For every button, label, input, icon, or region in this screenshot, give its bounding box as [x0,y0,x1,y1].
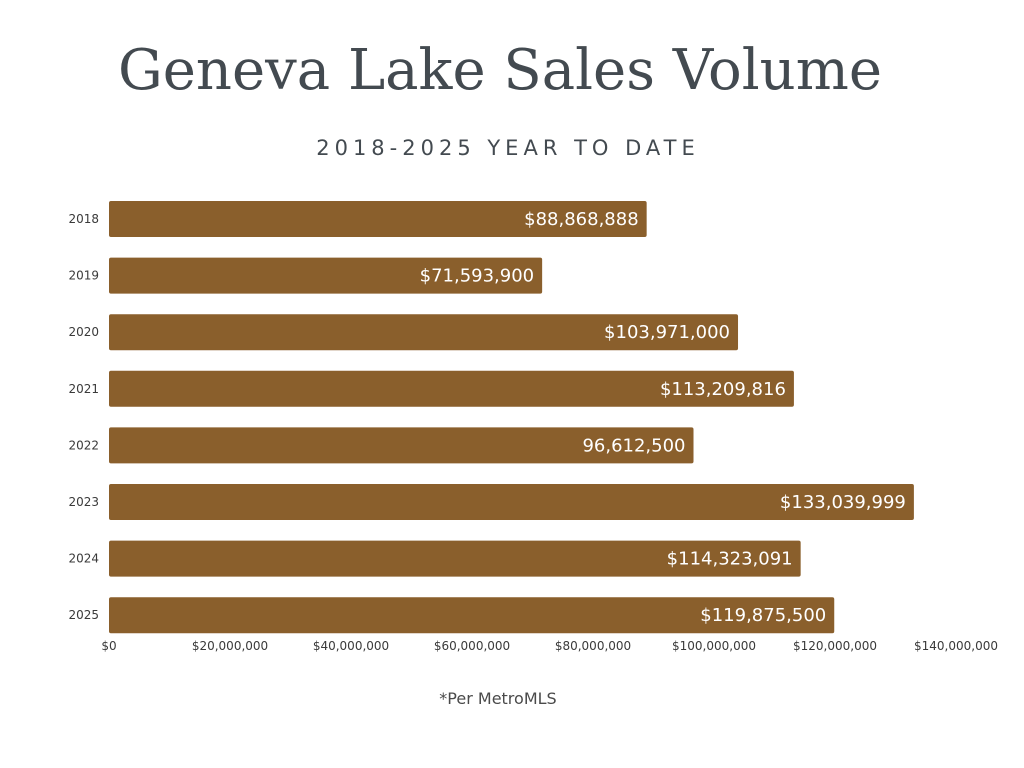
source-footnote: *Per MetroMLS [439,689,557,708]
x-tick-label: $120,000,000 [793,639,877,653]
data-label-2020: $103,971,000 [604,322,730,343]
bar-2020 [109,314,739,351]
category-label-2019: 2019 [68,269,99,283]
category-label-2021: 2021 [68,382,99,396]
bar-2025 [109,597,835,634]
data-label-2018: $88,868,888 [524,209,639,230]
data-label-2023: $133,039,999 [780,492,906,513]
data-label-2025: $119,875,500 [700,605,826,626]
data-label-2022: 96,612,500 [582,435,685,456]
x-tick-label: $20,000,000 [192,639,268,653]
x-tick-label: $80,000,000 [555,639,631,653]
category-label-2018: 2018 [68,212,99,226]
bar-2022 [109,427,694,464]
x-tick-label: $100,000,000 [672,639,756,653]
bar-2023 [109,484,914,520]
category-label-2023: 2023 [68,495,99,509]
category-label-2025: 2025 [68,608,99,622]
category-label-2022: 2022 [68,438,99,452]
bar-2019 [109,257,543,294]
bar-2018 [109,201,647,237]
data-label-2021: $113,209,816 [660,379,786,400]
category-label-2024: 2024 [68,552,99,566]
data-label-2019: $71,593,900 [420,266,535,287]
bar-2024 [109,540,801,577]
x-tick-label: $40,000,000 [313,639,389,653]
bar-2021 [109,370,794,407]
x-tick-label: $0 [101,639,116,653]
x-tick-label: $60,000,000 [434,639,510,653]
data-label-2024: $114,323,091 [667,549,793,570]
chart-title: Geneva Lake Sales Volume [118,38,882,103]
category-label-2020: 2020 [68,325,99,339]
chart-subtitle: 2018-2025 YEAR TO DATE [316,136,700,160]
x-tick-label: $140,000,000 [914,639,998,653]
